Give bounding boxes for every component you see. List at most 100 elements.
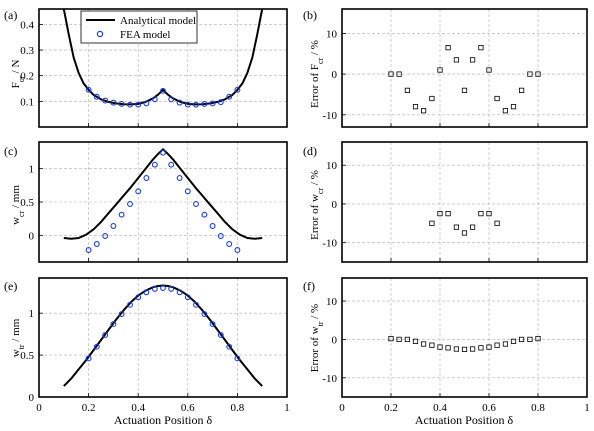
error-point xyxy=(437,211,443,217)
frame-d xyxy=(341,141,588,263)
error-point xyxy=(518,336,525,343)
fea-point xyxy=(160,87,166,94)
error-point xyxy=(453,57,460,63)
fea-point xyxy=(160,149,166,156)
error-point xyxy=(478,45,484,51)
xlabel-f: Actuation Position δ xyxy=(415,413,514,427)
legend-entry-analytical: Analytical model xyxy=(120,15,196,27)
fea-point xyxy=(176,289,183,296)
ticks-d: -10 0 10 xyxy=(322,160,588,262)
y-tick-label: 0.5 xyxy=(20,350,34,362)
error-point xyxy=(388,71,394,77)
fea-point xyxy=(127,101,133,108)
error-point xyxy=(461,346,468,353)
fea-point xyxy=(143,175,150,181)
fea-point xyxy=(151,285,158,292)
fea-point xyxy=(234,247,241,253)
fea-point xyxy=(184,294,191,301)
y-tick-label: 0 xyxy=(29,392,35,404)
x-tick-label: 0.8 xyxy=(231,402,245,414)
grid-c xyxy=(39,142,287,262)
fea-point xyxy=(184,188,191,195)
y-tick-label: 0.5 xyxy=(20,197,34,209)
error-point xyxy=(412,338,419,344)
series-d xyxy=(429,211,500,236)
ylabel-b: Error of Fcr / % xyxy=(309,40,325,108)
panel-label-d: (d) xyxy=(303,144,317,158)
grid-e xyxy=(39,278,287,398)
x-tick-label: 1 xyxy=(284,402,290,414)
panel-a: (a) Fcr / N 0.10.20.30.4 Analytical mode… xyxy=(4,8,288,128)
fea-point xyxy=(209,321,216,328)
legend-entry-fea: FEA model xyxy=(120,29,170,41)
error-point xyxy=(429,342,435,348)
fea-point xyxy=(102,97,109,104)
error-point xyxy=(469,224,476,230)
fea-point xyxy=(110,223,117,229)
y-tick-label: 10 xyxy=(326,160,338,172)
grid-d xyxy=(342,142,587,262)
frame-c xyxy=(38,141,288,263)
x-tick-label: 0.6 xyxy=(482,402,496,414)
error-point xyxy=(429,220,435,226)
error-point xyxy=(527,336,533,343)
fea-point xyxy=(151,96,158,103)
error-point xyxy=(478,345,484,351)
y-tick-label: 10 xyxy=(326,28,338,40)
fea-point xyxy=(102,233,109,239)
error-point xyxy=(494,342,500,348)
fea-point xyxy=(127,201,133,207)
fea-point xyxy=(168,161,175,168)
fea-point xyxy=(217,332,224,338)
panel-e: (e) wtr / mm 0 0.2 0.4 0.6 0.8 100.51 Actuati… xyxy=(4,277,290,427)
fea-point xyxy=(102,332,109,338)
panel-label-b: (b) xyxy=(303,8,317,22)
fea-point xyxy=(209,223,216,229)
fea-point xyxy=(201,100,208,107)
y-tick-label: 0.3 xyxy=(20,45,34,57)
error-point xyxy=(469,346,476,352)
fea-point xyxy=(193,201,199,207)
frame-e xyxy=(38,277,288,398)
fea-point xyxy=(193,301,199,308)
panel-d: (d) Error of wcr / % -10 0 10 xyxy=(303,141,588,263)
fea-point xyxy=(85,355,92,362)
fea-point xyxy=(168,96,175,103)
x-tick-label: 0.4 xyxy=(433,402,447,414)
y-tick-label: 0 xyxy=(29,230,35,242)
frame-a xyxy=(38,8,288,128)
fea-point xyxy=(135,101,142,108)
error-point xyxy=(510,104,517,110)
error-point xyxy=(478,211,484,217)
ticks-f: 0 0.2 0.4 0.6 0.8 1 -10 0 10 xyxy=(322,296,589,414)
error-point xyxy=(486,344,492,350)
fea-point xyxy=(110,99,117,106)
error-point xyxy=(404,336,411,343)
fea-point xyxy=(234,355,241,362)
fea-point xyxy=(143,100,150,107)
y-tick-label: -10 xyxy=(322,110,337,122)
error-point xyxy=(461,87,468,93)
fea-point xyxy=(118,311,125,317)
y-tick-label: -10 xyxy=(322,238,337,250)
x-tick-label: 0 xyxy=(36,402,42,414)
ticks-a: 0.1 0.2 0.3 0.4 xyxy=(20,19,288,127)
ticks-b: -10 0 10 xyxy=(322,28,588,127)
series-e xyxy=(63,284,263,387)
fea-point xyxy=(93,93,100,100)
panel-b: (b) Error of Fcr / % -10 0 10 xyxy=(303,8,588,128)
x-tick-label: 0.2 xyxy=(82,402,96,414)
error-point xyxy=(469,57,476,63)
panel-c: (c) wcr / mm 00.51 xyxy=(4,141,288,263)
analytical-model-line xyxy=(63,148,263,240)
error-point xyxy=(404,87,411,93)
fea-point xyxy=(118,100,125,107)
error-point xyxy=(453,224,460,230)
error-point xyxy=(388,336,394,342)
analytical-model-line xyxy=(63,284,263,387)
panel-label-c: (c) xyxy=(4,144,17,158)
y-tick-label: 1 xyxy=(29,164,35,176)
fea-point xyxy=(193,101,199,108)
panel-label-e: (e) xyxy=(4,279,17,293)
